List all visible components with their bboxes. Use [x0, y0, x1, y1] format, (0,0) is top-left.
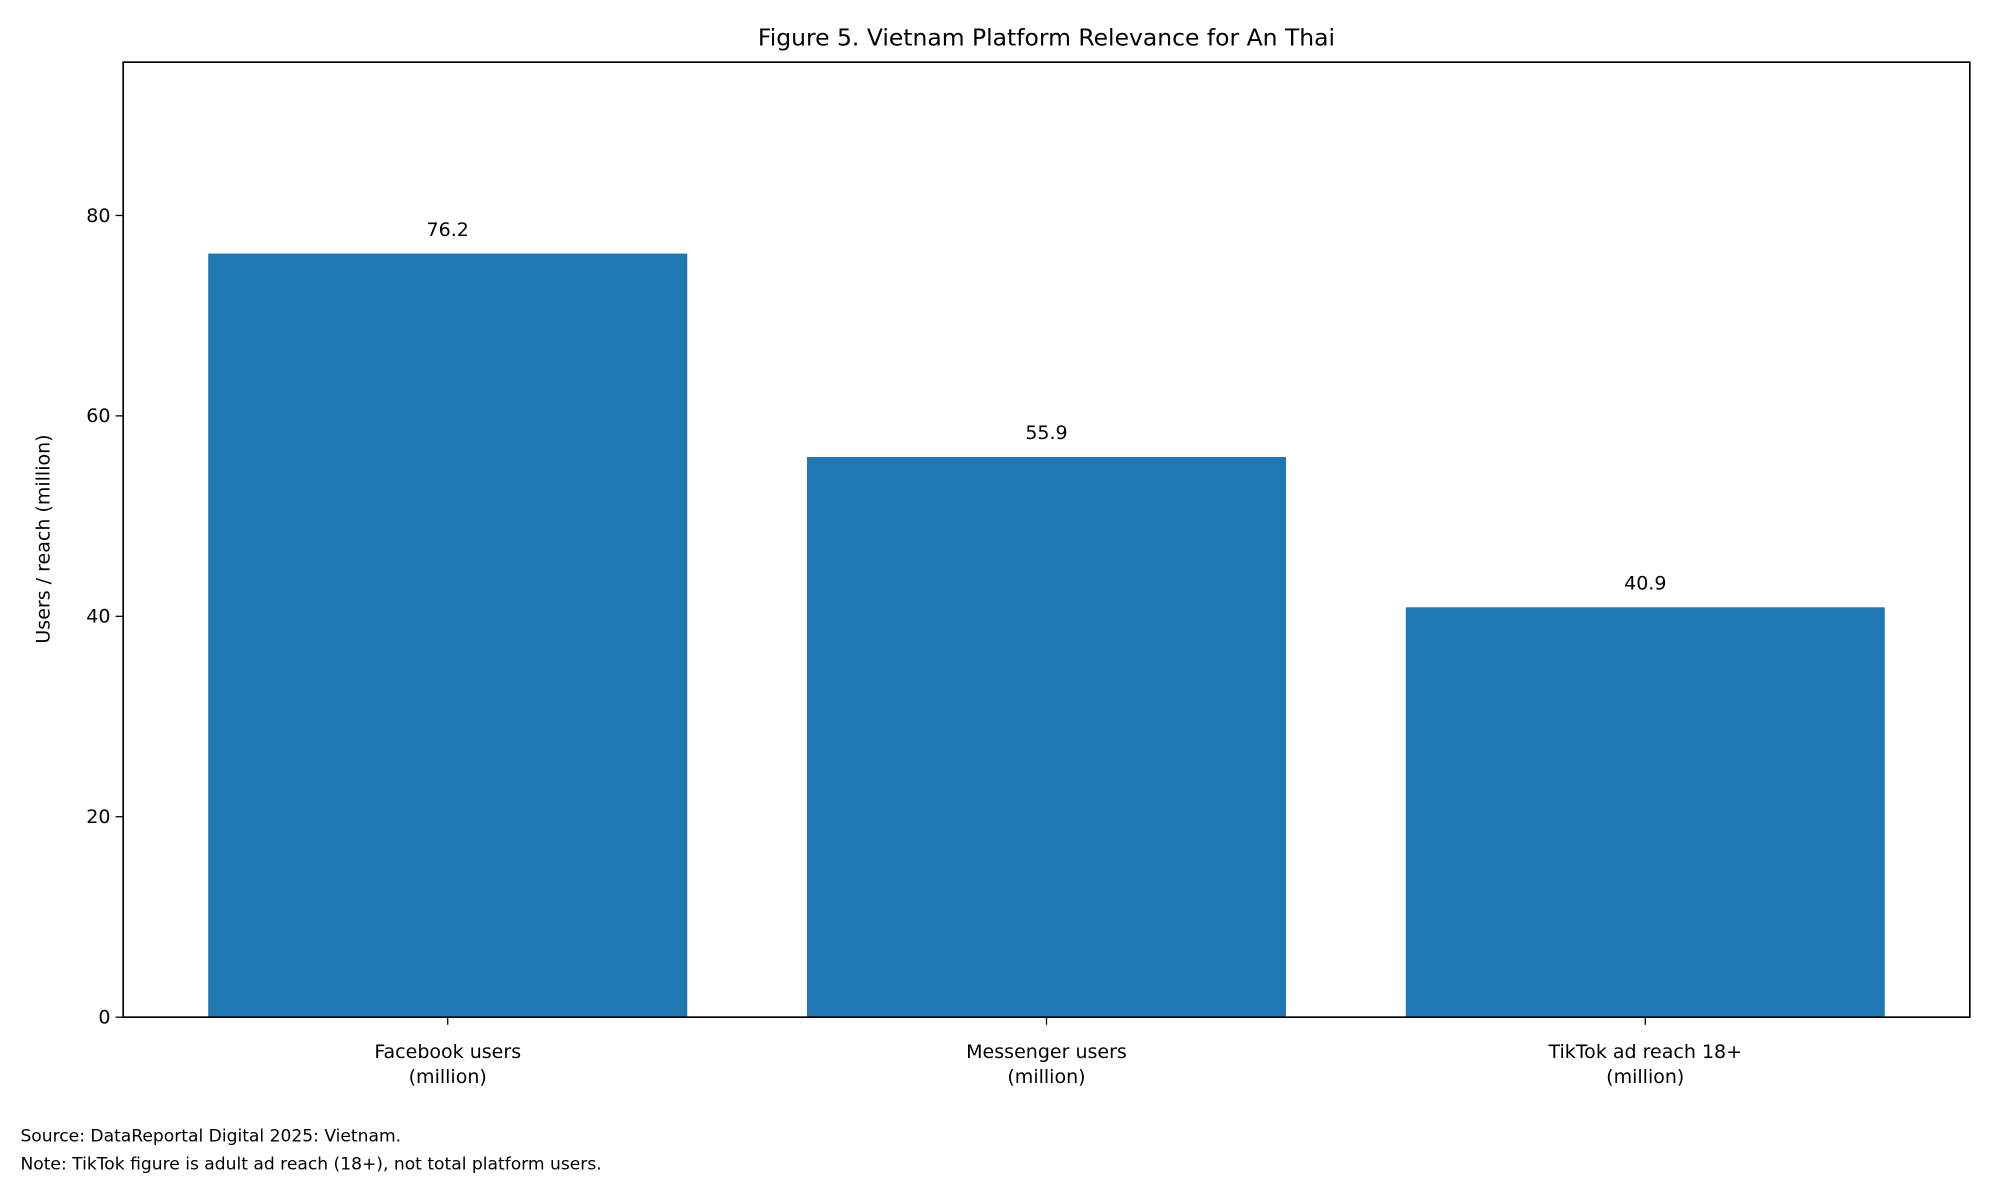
bar-value-label: 55.9 — [1025, 422, 1067, 444]
bar-value-label: 76.2 — [427, 219, 469, 241]
bar — [208, 253, 688, 1018]
footnote-note: Note: TikTok figure is adult ad reach (1… — [20, 1154, 601, 1174]
bar — [1405, 607, 1885, 1018]
y-tick-label: 80 — [86, 205, 110, 227]
y-axis-label: Users / reach (million) — [33, 434, 55, 643]
x-tick-label: Messenger users (million) — [966, 1041, 1127, 1088]
x-tick-label: Facebook users (million) — [374, 1041, 521, 1088]
y-tick-label: 60 — [86, 405, 110, 427]
plot-frame — [122, 61, 1971, 1018]
bar-value-label: 40.9 — [1624, 573, 1666, 595]
x-tick-label: TikTok ad reach 18+ (million) — [1547, 1041, 1742, 1088]
y-tick-label: 20 — [86, 806, 110, 828]
y-tick-label: 40 — [86, 606, 110, 628]
chart-title: Figure 5. Vietnam Platform Relevance for… — [758, 24, 1335, 52]
y-tick-label: 0 — [98, 1007, 110, 1029]
bar — [806, 456, 1287, 1018]
footnote-source: Source: DataReportal Digital 2025: Vietn… — [20, 1126, 401, 1146]
